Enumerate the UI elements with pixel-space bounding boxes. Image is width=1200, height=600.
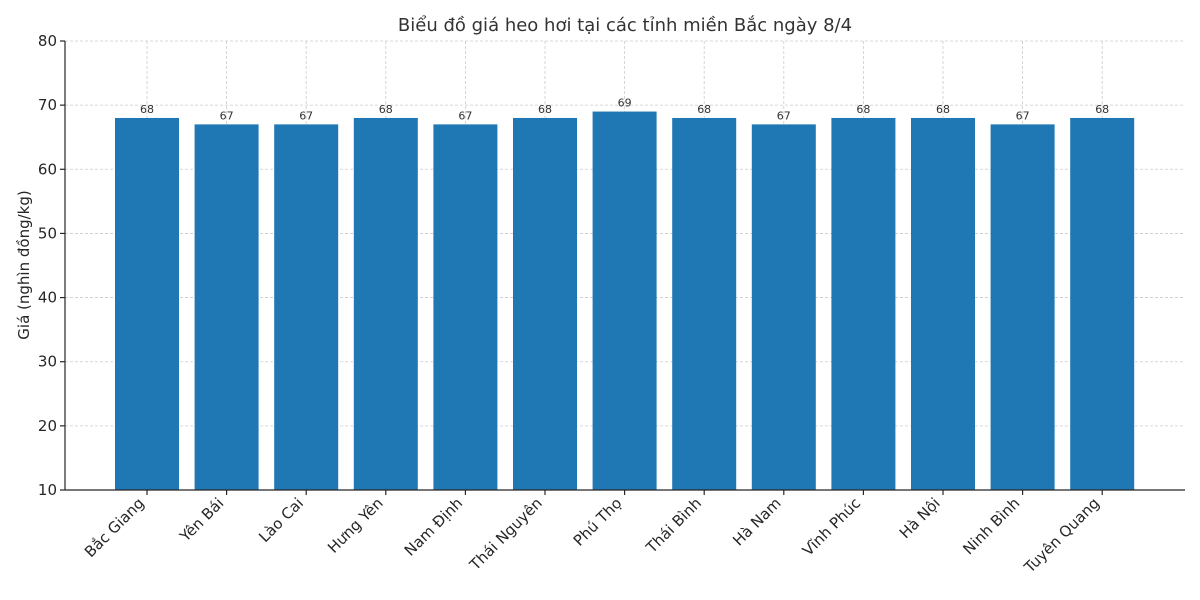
bar-value-label: 69 (618, 97, 632, 110)
y-tick-label: 40 (38, 289, 57, 307)
bar-value-label: 68 (1095, 103, 1109, 116)
y-axis-ticks: 10 20 30 40 50 60 70 80 (38, 32, 65, 499)
x-tick-label: Tuyên Quang (1020, 494, 1103, 577)
bar (513, 117, 577, 490)
x-tick-label: Hà Nội (896, 494, 944, 542)
y-tick-label: 20 (38, 417, 57, 435)
x-tick-label: Lào Cai (255, 494, 307, 546)
bar-value-label: 67 (220, 109, 234, 122)
x-tick-label: Nam Định (401, 494, 466, 559)
y-tick-label: 70 (38, 96, 57, 114)
bar-value-label: 67 (299, 109, 313, 122)
bar (194, 124, 259, 490)
bar (911, 117, 975, 490)
x-tick-label: Bắc Giang (81, 494, 148, 561)
x-tick-label: Phú Thọ (570, 494, 626, 550)
bar (274, 124, 339, 490)
y-tick-label: 10 (38, 481, 57, 499)
bar-value-label: 68 (538, 103, 552, 116)
x-tick-label: Thái Bình (642, 494, 705, 557)
y-tick-label: 50 (38, 224, 57, 242)
y-axis-label: Giá (nghìn đồng/kg) (15, 190, 33, 339)
bar-value-label: 68 (936, 103, 950, 116)
bar-value-label: 67 (1016, 109, 1030, 122)
bar (115, 117, 179, 490)
bar (751, 124, 816, 490)
x-tick-label: Vĩnh Phúc (799, 494, 864, 559)
bar-value-label: 68 (856, 103, 870, 116)
x-tick-label: Yên Bái (176, 494, 228, 546)
bar-value-label: 68 (379, 103, 393, 116)
bar-value-label: 67 (777, 109, 791, 122)
bar (831, 117, 896, 490)
bars: 68 67 67 68 67 68 69 68 67 68 68 67 68 (115, 97, 1135, 491)
bar (592, 111, 657, 491)
bar-value-label: 68 (140, 103, 154, 116)
y-tick-label: 60 (38, 160, 57, 178)
bar (672, 117, 737, 490)
bar-value-label: 67 (458, 109, 472, 122)
chart-title: Biểu đồ giá heo hơi tại các tỉnh miền Bắ… (398, 15, 852, 36)
x-axis-ticks: Bắc Giang Yên Bái Lào Cai Hưng Yên Nam Định T… (81, 490, 1103, 577)
y-tick-label: 30 (38, 353, 57, 371)
x-tick-label: Hà Nam (729, 494, 784, 549)
bar (433, 124, 498, 490)
x-tick-label: Hưng Yên (324, 494, 387, 557)
bar (1070, 117, 1135, 490)
x-tick-label: Thái Nguyên (465, 494, 545, 574)
x-tick-label: Ninh Bình (959, 494, 1023, 558)
bar (353, 117, 418, 490)
bar (990, 124, 1055, 490)
bar-value-label: 68 (697, 103, 711, 116)
y-tick-label: 80 (38, 32, 57, 50)
